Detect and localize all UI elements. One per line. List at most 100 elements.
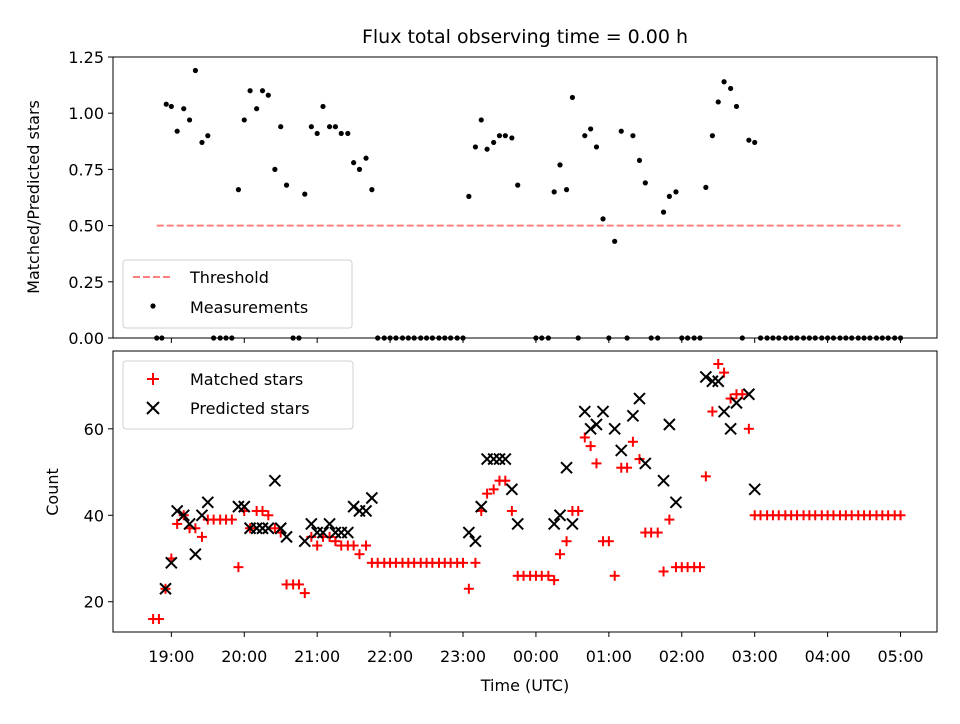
matched-star-point: [233, 562, 244, 573]
bottom-y-ticks: 20 40 60: [84, 420, 113, 612]
bottom-y-axis-label: Count: [43, 468, 62, 516]
top-y-tick-label: 1.25: [68, 48, 104, 67]
predicted-star-point-b: [195, 509, 209, 522]
measurement-point: [703, 184, 709, 190]
matched-star-point: [579, 432, 590, 443]
measurement-point: [666, 193, 672, 199]
predicted-star-point-b: [238, 500, 251, 513]
top-y-ticks: 0.00 0.25 0.50 0.75 1.00 1.25: [68, 48, 113, 348]
predicted-star-point: [712, 375, 725, 388]
legend-predicted-label: Predicted stars: [190, 399, 310, 418]
predicted-star-point: [487, 452, 500, 466]
legend-matched-marker: [147, 373, 159, 385]
measurement-point: [728, 85, 734, 92]
predicted-star-point: [183, 517, 196, 531]
matched-star-point: [707, 406, 718, 417]
bottom-y-tick-label: 40: [84, 506, 104, 525]
predicted-star-point: [262, 522, 275, 535]
measurement-point: [363, 155, 369, 161]
matched-star-point: [603, 536, 614, 547]
measurement-point: [709, 133, 716, 139]
measurement-point: [551, 189, 557, 195]
x-tick-label: 21:00: [294, 647, 340, 666]
bottom-legend-box: [122, 360, 354, 430]
matched-star-point: [482, 488, 493, 499]
measurement-point: [254, 106, 260, 112]
predicted-star-point-b: [341, 526, 355, 539]
matched-star-point: [591, 458, 602, 469]
measurement-point: [314, 130, 320, 137]
legend-measurements-label: Measurements: [190, 298, 308, 317]
x-tick-label: 23:00: [440, 647, 486, 666]
matched-star-point: [664, 514, 675, 525]
matched-star-point: [500, 475, 511, 486]
measurement-point: [515, 182, 521, 188]
top-y-tick-label: 0.25: [68, 273, 104, 292]
predicted-star-point: [590, 418, 603, 431]
measurement-point: [673, 189, 679, 195]
predicted-star-point: [298, 535, 311, 548]
predicted-star-point: [347, 500, 360, 513]
x-tick-label: 05:00: [877, 647, 923, 666]
x-tick-label: 01:00: [586, 647, 632, 666]
matched-star-point: [719, 367, 730, 378]
matched-star-point: [652, 527, 663, 538]
predicted-star-point-b: [590, 418, 603, 431]
matched-star-point: [263, 510, 274, 521]
measurement-point: [163, 101, 169, 107]
bottom-y-tick-label: 20: [84, 593, 104, 612]
predicted-star-point: [626, 409, 640, 423]
predicted-star-point-b: [232, 500, 245, 513]
measurement-point: [636, 157, 643, 164]
matched-star-point: [725, 393, 736, 404]
predicted-star-point: [165, 556, 178, 570]
legend-measurements-marker: [150, 303, 156, 309]
matched-star-point: [543, 570, 554, 581]
top-y-axis-label: Matched/Predicted stars: [24, 100, 43, 294]
measurement-point: [265, 92, 271, 98]
predicted-star-point: [639, 457, 652, 470]
predicted-star-point: [365, 491, 379, 505]
x-tick-label: 04:00: [805, 647, 851, 666]
measurement-point: [338, 130, 344, 137]
matched-star-point: [737, 389, 748, 400]
measurement-point: [332, 124, 339, 130]
predicted-star-point-b: [511, 517, 524, 531]
predicted-star-point-b: [250, 522, 263, 535]
predicted-star-point-b: [730, 396, 743, 410]
measurement-point: [320, 103, 326, 110]
predicted-star-point: [511, 517, 524, 531]
measurement-point: [241, 117, 247, 123]
top-legend-box: [122, 259, 353, 329]
predicted-star-point: [730, 396, 743, 410]
predicted-star-point: [717, 405, 731, 418]
measurement-point: [345, 130, 351, 137]
legend-threshold-label: Threshold: [189, 268, 269, 287]
predicted-star-point: [469, 535, 482, 548]
measurement-point: [278, 124, 284, 130]
predicted-star-point-b: [323, 517, 336, 531]
matched-star-point: [658, 566, 669, 577]
chart-title: Flux total observing time = 0.00 h: [362, 26, 688, 48]
matched-star-point: [226, 514, 237, 525]
predicted-star-point-b: [274, 522, 287, 535]
matched-star-point: [458, 557, 469, 568]
predicted-star-point: [706, 375, 719, 388]
matched-star-point: [257, 505, 268, 516]
predicted-star-point-b: [748, 483, 761, 496]
predicted-star-point: [280, 530, 293, 544]
measurement-point: [356, 166, 363, 172]
matched-star-point: [700, 471, 711, 482]
matched-star-point: [609, 570, 620, 581]
matched-star-point: [622, 462, 633, 473]
predicted-star-point: [742, 388, 756, 401]
predicted-star-point-b: [487, 452, 500, 466]
measurement-point: [642, 180, 648, 186]
predicted-star-point-b: [669, 496, 683, 509]
predicted-star-point: [553, 509, 567, 522]
x-tick-label: 02:00: [659, 647, 705, 666]
predicted-star-point-b: [365, 491, 379, 505]
x-tick-label: 03:00: [732, 647, 778, 666]
matched-star-point: [585, 441, 596, 452]
